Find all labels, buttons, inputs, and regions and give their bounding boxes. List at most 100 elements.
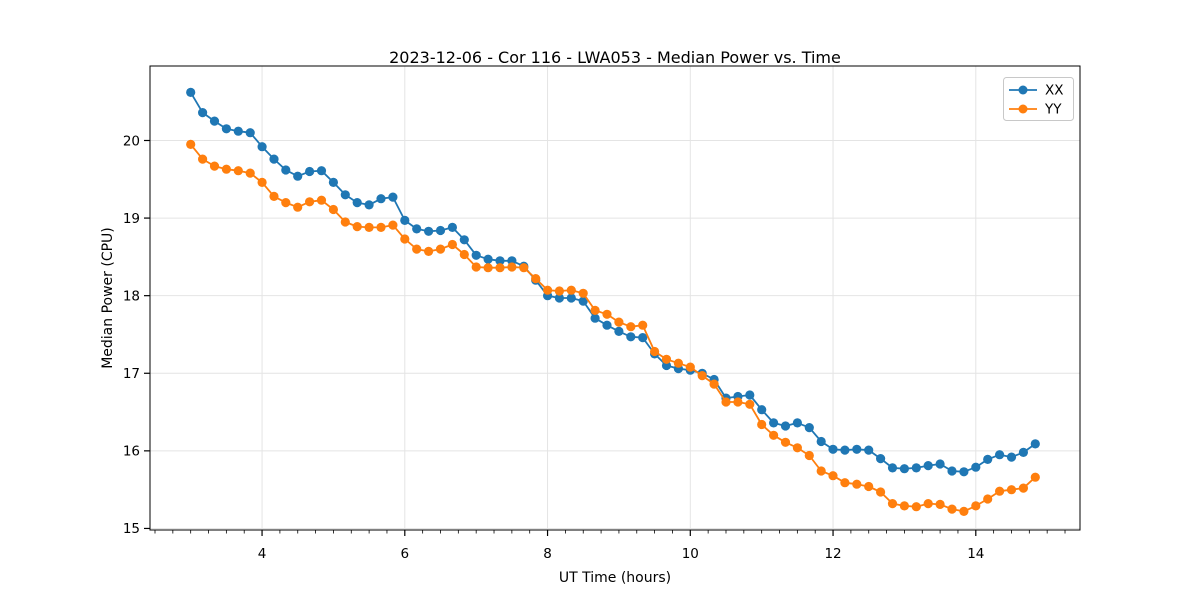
- data-point-xx: [459, 235, 469, 245]
- legend-label-xx: XX: [1045, 83, 1064, 99]
- data-point-yy: [757, 419, 767, 430]
- data-point-yy: [507, 262, 517, 272]
- data-point-yy: [459, 249, 469, 260]
- data-point-xx: [780, 421, 791, 431]
- y-tick-label: 17: [123, 366, 140, 382]
- data-point-yy: [864, 481, 874, 492]
- data-point-xx: [864, 445, 874, 455]
- data-point-yy: [376, 222, 386, 232]
- data-point-xx: [305, 166, 315, 177]
- data-point-xx: [1030, 439, 1040, 449]
- chart-title: 2023-12-06 - Cor 116 - LWA053 - Median P…: [389, 48, 841, 67]
- data-point-yy: [257, 177, 267, 187]
- data-point-xx: [269, 154, 279, 164]
- data-point-xx: [745, 390, 755, 400]
- data-point-xx: [911, 463, 921, 473]
- data-point-yy: [186, 139, 196, 149]
- data-point-yy: [661, 354, 672, 364]
- data-point-xx: [412, 224, 422, 234]
- data-point-xx: [388, 192, 398, 202]
- data-point-yy: [566, 285, 576, 295]
- data-point-xx: [209, 116, 220, 126]
- data-point-yy: [519, 263, 529, 273]
- x-tick-label: 10: [682, 546, 699, 562]
- data-point-xx: [995, 450, 1005, 460]
- data-point-yy: [911, 502, 921, 512]
- data-point-yy: [340, 217, 350, 227]
- legend-label-yy: YY: [1044, 102, 1062, 118]
- data-point-xx: [554, 293, 565, 303]
- data-point-xx: [245, 128, 255, 138]
- data-point-xx: [602, 320, 612, 330]
- data-point-xx: [447, 222, 457, 232]
- data-point-xx: [352, 198, 362, 208]
- data-point-yy: [804, 450, 814, 461]
- data-point-xx: [769, 418, 779, 428]
- data-point-yy: [626, 322, 636, 332]
- series-yy: [186, 139, 1040, 516]
- data-point-yy: [709, 379, 719, 389]
- data-point-yy: [495, 263, 505, 273]
- series-xx: [186, 87, 1040, 477]
- data-point-yy: [971, 501, 981, 511]
- data-point-yy: [590, 305, 600, 315]
- data-point-yy: [412, 244, 422, 254]
- data-point-yy: [959, 506, 969, 516]
- data-point-xx: [281, 165, 291, 175]
- data-point-yy: [578, 288, 588, 298]
- data-point-xx: [471, 250, 481, 260]
- legend-marker-xx: [1018, 85, 1028, 95]
- data-point-xx: [340, 190, 350, 200]
- data-point-xx: [947, 466, 957, 476]
- data-point-yy: [269, 191, 279, 201]
- data-point-xx: [376, 194, 386, 204]
- y-tick-label: 16: [123, 444, 140, 460]
- data-point-xx: [293, 171, 303, 181]
- data-point-yy: [816, 466, 826, 476]
- data-point-xx: [566, 293, 576, 303]
- data-point-yy: [638, 320, 648, 330]
- data-point-yy: [483, 263, 493, 273]
- data-point-yy: [673, 358, 684, 368]
- data-point-yy: [983, 494, 993, 504]
- x-tick-label: 8: [543, 546, 552, 562]
- data-point-yy: [840, 478, 850, 488]
- data-point-yy: [745, 399, 755, 409]
- data-point-yy: [780, 437, 791, 447]
- grid-lines: [150, 66, 1080, 530]
- data-point-xx: [638, 333, 648, 343]
- data-point-yy: [1030, 472, 1040, 482]
- data-point-yy: [792, 443, 803, 453]
- data-point-yy: [198, 154, 208, 164]
- data-point-yy: [281, 198, 291, 208]
- x-tick-label: 6: [401, 546, 410, 562]
- data-point-yy: [328, 204, 338, 215]
- data-point-yy: [554, 286, 565, 296]
- y-tick-label: 20: [123, 133, 140, 149]
- data-point-xx: [221, 124, 231, 134]
- data-point-yy: [947, 504, 957, 514]
- data-point-yy: [531, 274, 541, 284]
- data-point-yy: [435, 244, 446, 254]
- data-point-yy: [424, 246, 434, 256]
- data-point-yy: [1006, 485, 1017, 495]
- axes-ticks: 4 6 8 10 12 14 15 16 17 18 19 20: [123, 133, 1066, 562]
- data-point-yy: [221, 164, 231, 174]
- data-point-yy: [721, 397, 731, 407]
- data-point-yy: [935, 499, 945, 509]
- data-point-yy: [995, 486, 1005, 496]
- data-point-yy: [697, 371, 707, 381]
- data-point-xx: [816, 436, 826, 447]
- series-line-xx: [189, 91, 1036, 473]
- data-point-xx: [828, 444, 838, 454]
- data-point-xx: [876, 454, 886, 464]
- data-point-yy: [316, 195, 327, 205]
- data-point-yy: [1018, 483, 1028, 493]
- data-point-yy: [209, 161, 220, 171]
- data-point-xx: [923, 461, 933, 471]
- data-point-xx: [614, 326, 624, 336]
- data-point-xx: [198, 108, 208, 118]
- data-point-yy: [471, 262, 481, 272]
- data-series: [186, 87, 1040, 516]
